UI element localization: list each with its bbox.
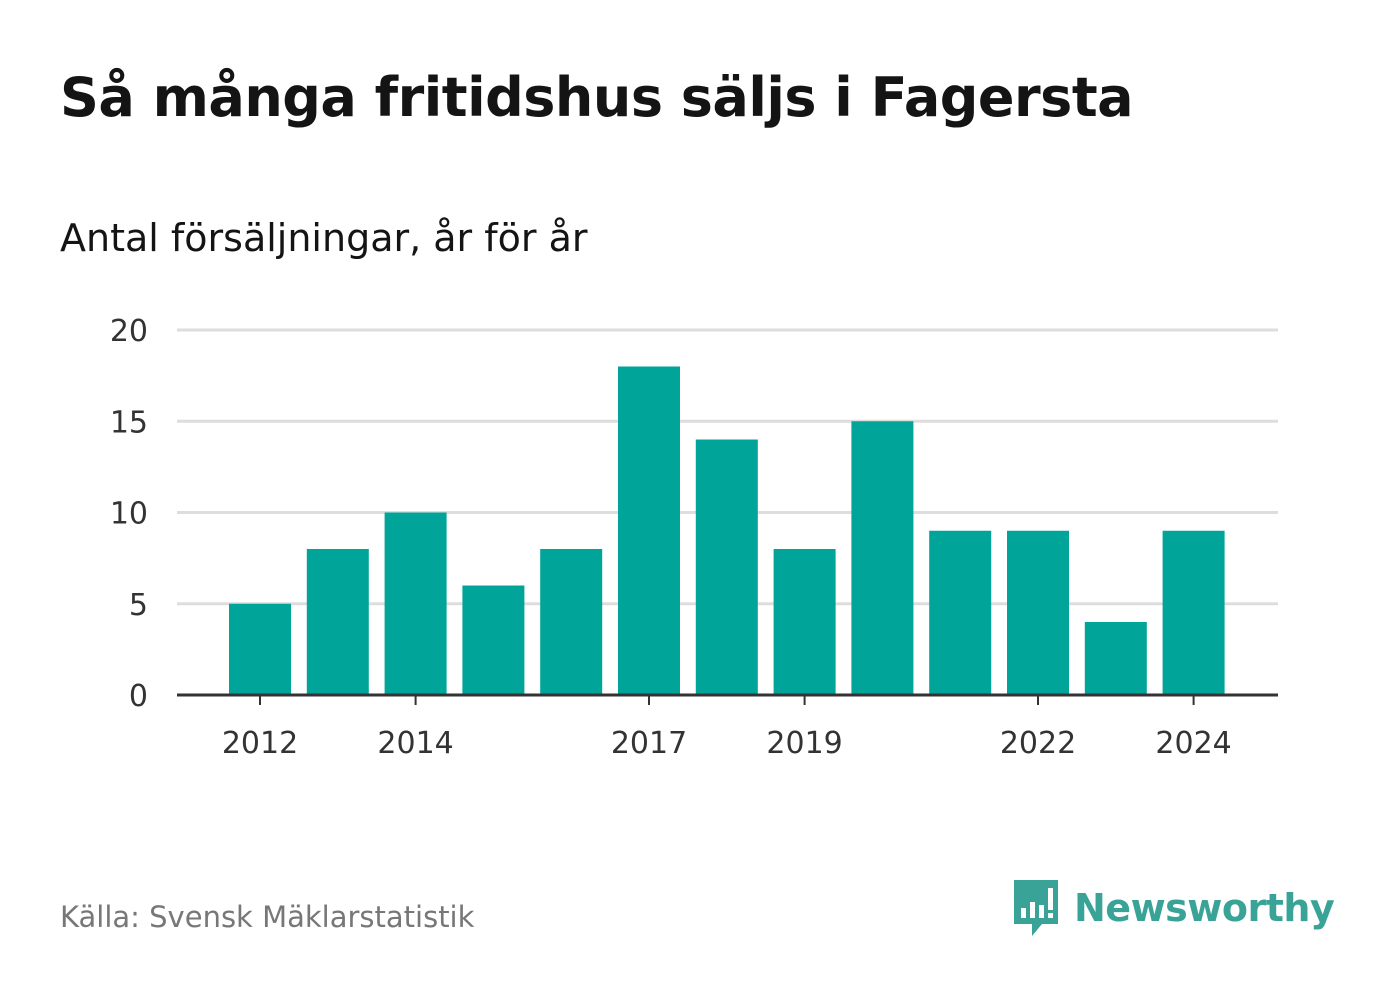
bar <box>229 603 291 695</box>
x-tick-label: 2017 <box>611 726 687 761</box>
y-tick-label: 10 <box>110 497 148 532</box>
y-tick-label: 0 <box>129 679 148 714</box>
bar <box>773 549 836 695</box>
bar <box>1084 622 1147 695</box>
bar <box>540 549 603 695</box>
newsworthy-bar-chart-icon <box>1014 880 1058 936</box>
bar <box>851 421 914 695</box>
bar <box>695 439 758 695</box>
bar <box>1162 530 1225 695</box>
brand-name: Newsworthy <box>1074 886 1335 930</box>
y-tick-label: 15 <box>110 405 148 440</box>
chart-title: Så många fritidshus säljs i Fagersta <box>60 66 1134 129</box>
bar <box>618 366 680 695</box>
bar <box>462 585 525 695</box>
bar <box>1007 530 1069 695</box>
bar <box>384 512 447 695</box>
x-tick-label: 2012 <box>222 726 298 761</box>
bar <box>306 549 369 695</box>
x-tick-label: 2014 <box>377 726 453 761</box>
bar <box>929 530 992 695</box>
x-tick-label: 2024 <box>1155 726 1231 761</box>
y-tick-label: 5 <box>129 588 148 623</box>
source-note: Källa: Svensk Mäklarstatistik <box>60 900 475 934</box>
x-tick-label: 2019 <box>766 726 842 761</box>
y-tick-label: 20 <box>110 314 148 349</box>
x-tick-label: 2022 <box>1000 726 1076 761</box>
chart-subtitle: Antal försäljningar, år för år <box>60 216 588 260</box>
newsworthy-logo: Newsworthy <box>1010 878 1335 938</box>
